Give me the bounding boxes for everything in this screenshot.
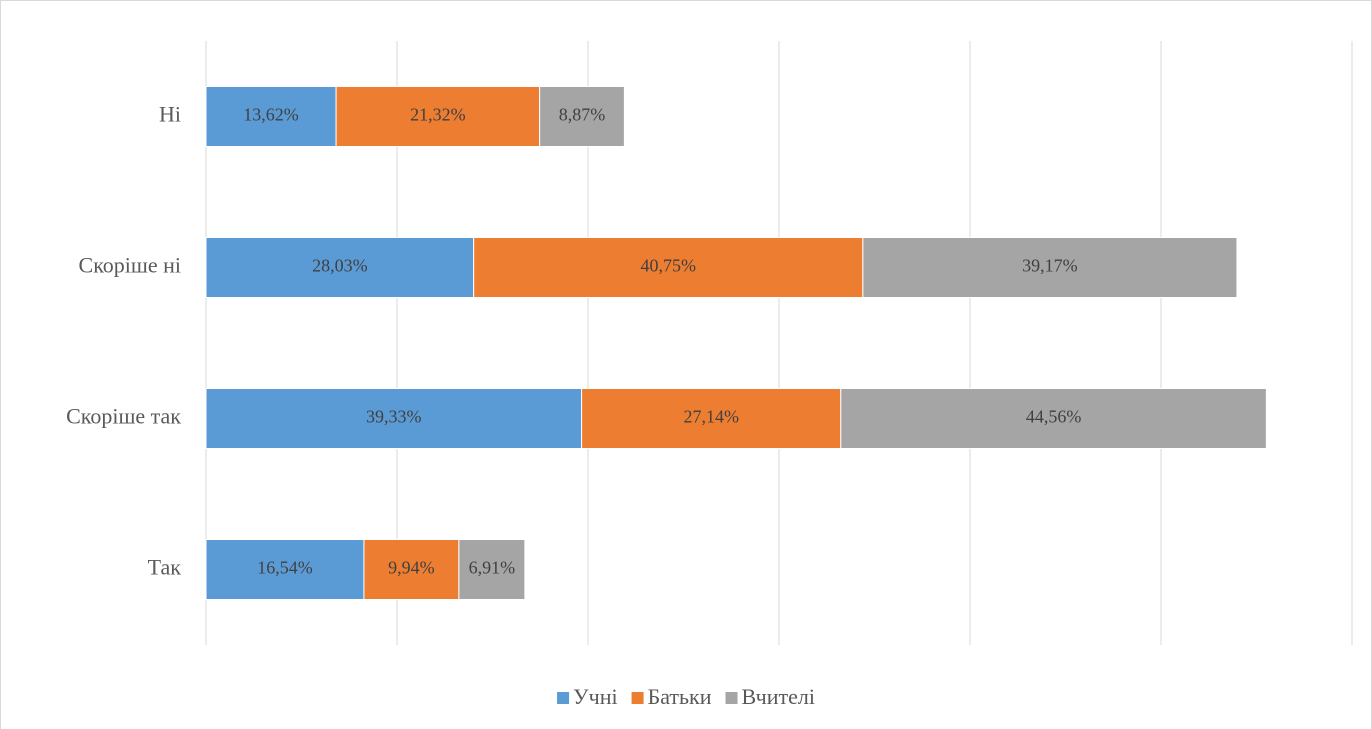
y-tick-label: Скоріше так: [66, 404, 181, 429]
data-label: 21,32%: [410, 105, 466, 125]
legend-swatch: [557, 692, 570, 704]
data-label: 27,14%: [683, 407, 739, 427]
bar-segment: [335, 86, 541, 147]
data-label: 6,91%: [469, 558, 516, 578]
bar-segment: [473, 237, 864, 298]
bar-segment: [363, 539, 460, 600]
data-label: 28,03%: [312, 256, 368, 276]
data-label: 39,33%: [366, 407, 422, 427]
legend-label: Вчителі: [742, 684, 815, 709]
data-label: 39,17%: [1022, 256, 1078, 276]
y-tick-label: Ні: [159, 102, 181, 127]
y-tick-label: Так: [148, 555, 182, 580]
data-label: 40,75%: [641, 256, 697, 276]
legend-swatch: [631, 692, 644, 704]
data-label: 8,87%: [559, 105, 606, 125]
bar-segment: [840, 388, 1267, 449]
bar-segment: [205, 539, 365, 600]
data-label: 9,94%: [388, 558, 435, 578]
data-label: 44,56%: [1026, 407, 1082, 427]
legend-label: Учні: [573, 684, 618, 709]
bar-segment: [205, 237, 475, 298]
data-label: 16,54%: [257, 558, 313, 578]
legend-label: Батьки: [648, 684, 712, 709]
y-tick-label: Скоріше ні: [79, 253, 181, 278]
legend-swatch: [725, 692, 738, 704]
bar-segment: [458, 539, 526, 600]
bar-segment: [862, 237, 1238, 298]
data-label: 13,62%: [243, 105, 299, 125]
bar-segment: [539, 86, 625, 147]
